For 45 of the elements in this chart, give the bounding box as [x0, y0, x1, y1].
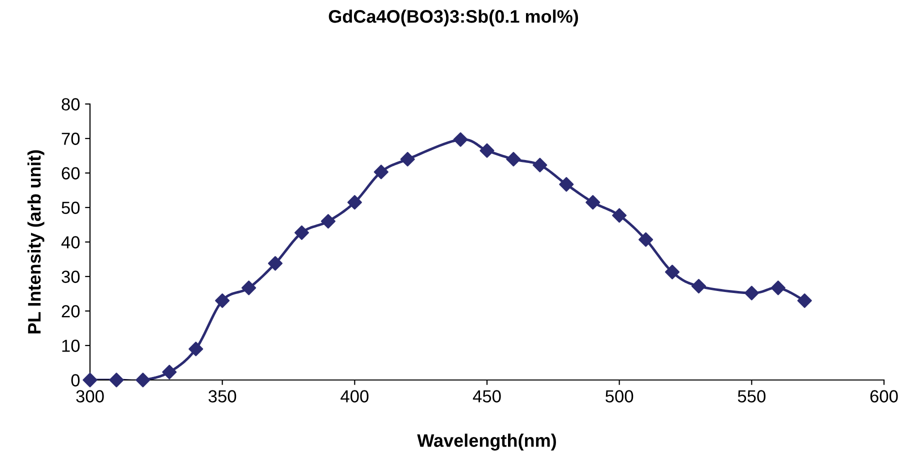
point	[162, 364, 177, 380]
point	[294, 225, 310, 240]
x-axis-title: Wavelength(nm)	[417, 434, 556, 451]
y-tick-label: 30	[62, 270, 80, 283]
point	[532, 158, 548, 172]
point	[374, 164, 388, 180]
point	[638, 232, 654, 247]
y-tick-label: 60	[62, 167, 80, 180]
point	[109, 372, 124, 388]
point	[136, 372, 150, 388]
y-tick-label: 70	[62, 132, 80, 145]
point	[744, 286, 759, 300]
point	[400, 152, 415, 166]
x-tick-label: 550	[738, 390, 766, 402]
point	[188, 342, 204, 356]
y-tick-label: 50	[62, 202, 80, 214]
point	[797, 293, 812, 308]
x-tick-label: 400	[340, 390, 368, 402]
point	[215, 293, 230, 308]
point	[320, 214, 336, 229]
x-tick-label: 600	[870, 390, 898, 402]
chart-title: GdCa4O(BO3)3:Sb(0.1 mol%)	[328, 10, 578, 26]
point	[268, 256, 283, 271]
point	[506, 152, 521, 166]
point	[480, 143, 494, 158]
point	[664, 264, 680, 280]
point	[586, 195, 600, 210]
y-axis-title: PL Intensity (arb unit)	[27, 150, 44, 334]
y-tick-label: 20	[62, 305, 80, 318]
point	[559, 177, 574, 192]
y-tick-label: 0	[71, 374, 80, 386]
point	[242, 280, 256, 296]
point	[691, 278, 706, 294]
x-tick-label: 500	[606, 390, 634, 402]
x-tick-label: 450	[472, 390, 501, 402]
point	[453, 132, 468, 147]
point	[612, 208, 627, 223]
y-tick-label: 40	[61, 236, 80, 248]
point	[82, 372, 98, 388]
x-tick-label: 350	[208, 390, 236, 402]
x-tick-label: 300	[76, 390, 104, 402]
y-tick-label: 80	[62, 98, 80, 110]
y-tick-label: 10	[62, 340, 80, 352]
point	[347, 195, 362, 210]
point	[770, 280, 786, 296]
